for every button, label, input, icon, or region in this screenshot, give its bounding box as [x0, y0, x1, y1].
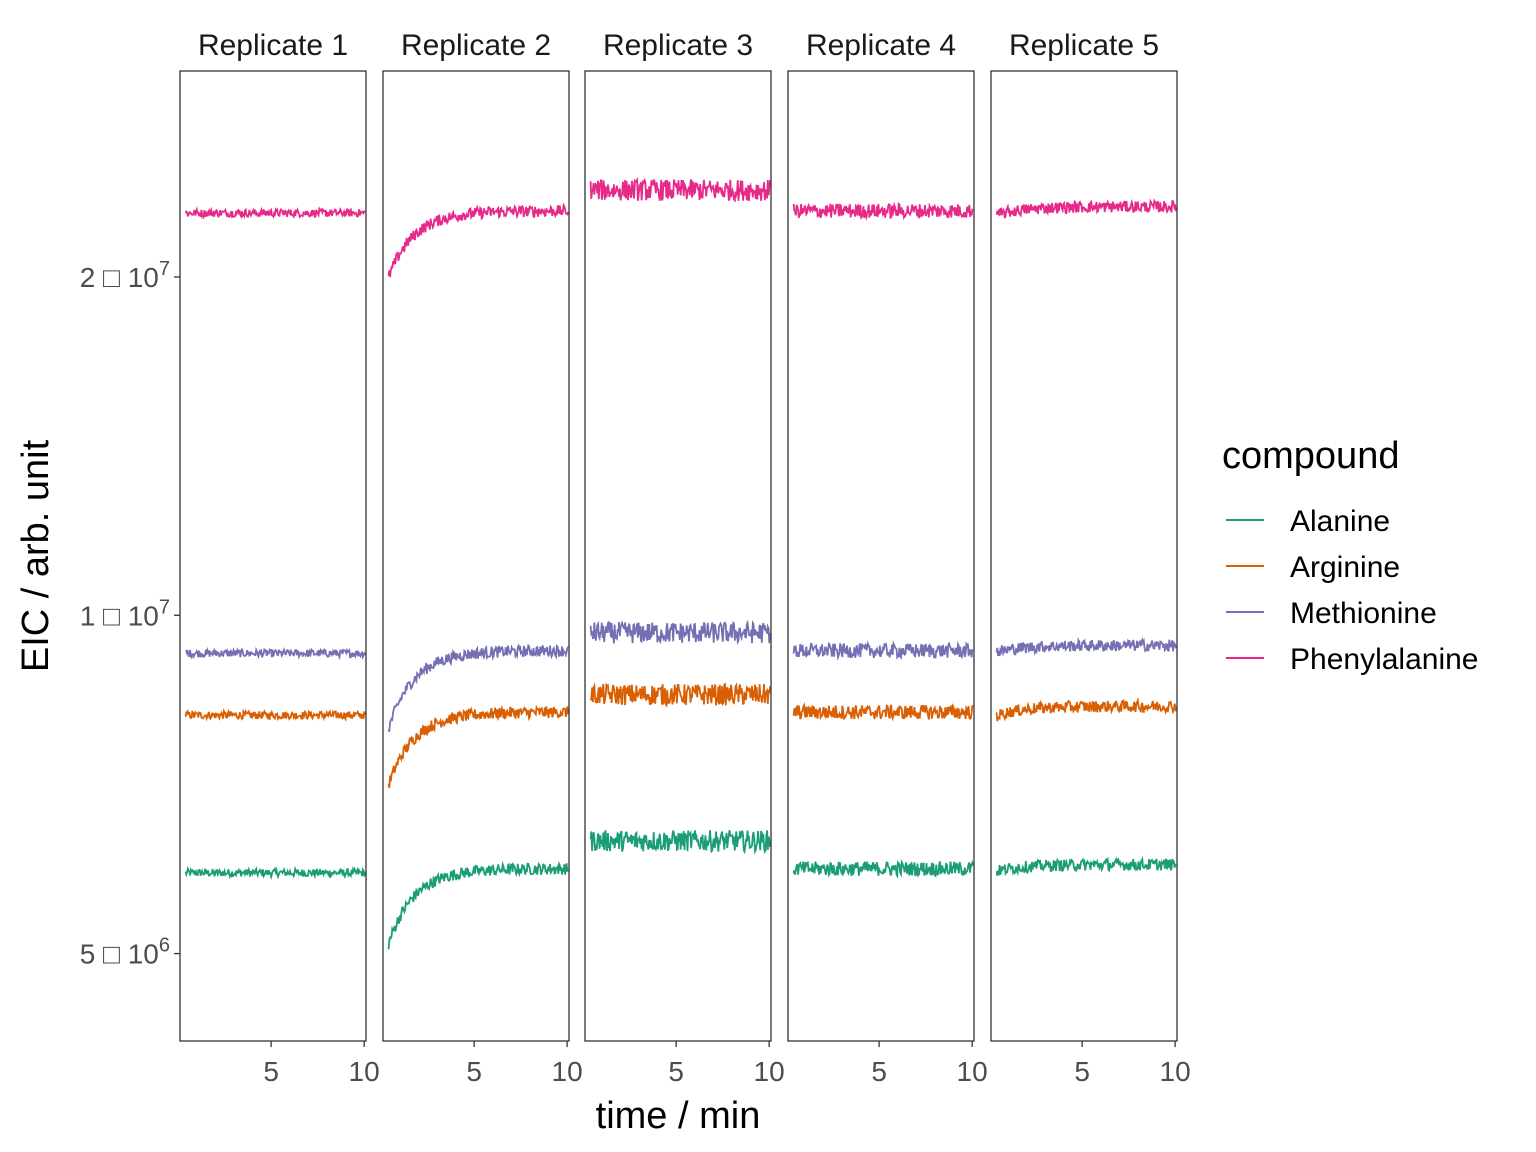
series-line-arginine [184, 707, 366, 722]
series-line-methionine [185, 646, 366, 661]
panel-border [382, 70, 570, 1042]
x-tick-label: 5 [871, 1056, 887, 1087]
series-line-arginine [792, 701, 974, 722]
series-line-methionine [995, 636, 1177, 657]
panel-border [584, 70, 772, 1042]
series-line-arginine [387, 704, 569, 788]
series-line-arginine [995, 696, 1177, 722]
y-tick-label: 2 □ 107 [80, 258, 170, 293]
facet-panel-1: Replicate 1 5 10 [179, 29, 380, 1087]
legend-label: Phenylalanine [1290, 643, 1478, 676]
facet-panel-3: Replicate 3 5 10 [584, 29, 785, 1087]
series-line-methionine [589, 619, 771, 645]
series-line-phenylalanine [792, 201, 974, 221]
facet-strip-label: Replicate 1 [198, 29, 348, 62]
legend-label: Methionine [1290, 597, 1437, 630]
series-line-phenylalanine [387, 202, 569, 278]
legend-label: Arginine [1290, 551, 1400, 584]
y-tick-label: 1 □ 107 [80, 596, 170, 631]
legend-item-methionine: Methionine [1226, 597, 1437, 630]
x-tick-label: 10 [1160, 1056, 1191, 1087]
facet-panel-4: Replicate 4 5 10 [787, 29, 988, 1087]
x-tick-label: 5 [1074, 1056, 1090, 1087]
x-tick-label: 5 [668, 1056, 684, 1087]
x-tick-label: 10 [552, 1056, 583, 1087]
series-line-phenylalanine [184, 205, 366, 221]
panel-border [990, 70, 1178, 1042]
x-tick-label: 5 [466, 1056, 482, 1087]
panel-border [787, 70, 975, 1042]
y-axis-title: EIC / arb. unit [15, 439, 57, 672]
facet-panel-2: Replicate 2 5 10 [382, 29, 583, 1087]
x-tick-label: 10 [349, 1056, 380, 1087]
legend-title: compound [1222, 435, 1399, 477]
legend-item-arginine: Arginine [1226, 551, 1400, 584]
x-tick-label: 5 [263, 1056, 279, 1087]
series-line-alanine [995, 856, 1177, 877]
y-axis: 5 □ 106 1 □ 107 2 □ 107 [80, 258, 180, 970]
facet-panel-5: Replicate 5 5 10 [990, 29, 1191, 1087]
legend-item-phenylalanine: Phenylalanine [1226, 643, 1478, 676]
series-line-methionine [387, 643, 569, 732]
legend-item-alanine: Alanine [1226, 505, 1390, 538]
y-tick-label: 5 □ 106 [80, 935, 170, 970]
legend-label: Alanine [1290, 505, 1390, 538]
facet-strip-label: Replicate 5 [1009, 29, 1159, 62]
series-line-alanine [792, 859, 974, 880]
series-line-alanine [184, 865, 366, 881]
legend: compound Alanine Arginine Methionine Phenyl… [1222, 435, 1478, 676]
series-line-phenylalanine [995, 198, 1177, 219]
panels-layer: Replicate 1 5 10 Replicate 2 5 10 Replicate 3 5… [179, 29, 1191, 1087]
series-line-alanine [589, 830, 771, 855]
series-line-alanine [387, 860, 569, 950]
x-axis-title: time / min [596, 1095, 761, 1137]
x-tick-label: 10 [957, 1056, 988, 1087]
series-line-phenylalanine [589, 176, 771, 203]
facet-strip-label: Replicate 4 [806, 29, 956, 62]
facet-strip-label: Replicate 2 [401, 29, 551, 62]
x-tick-label: 10 [754, 1056, 785, 1087]
panel-border [179, 70, 367, 1042]
facet-strip-label: Replicate 3 [603, 29, 753, 62]
series-line-methionine [792, 640, 974, 661]
series-line-arginine [589, 682, 771, 709]
